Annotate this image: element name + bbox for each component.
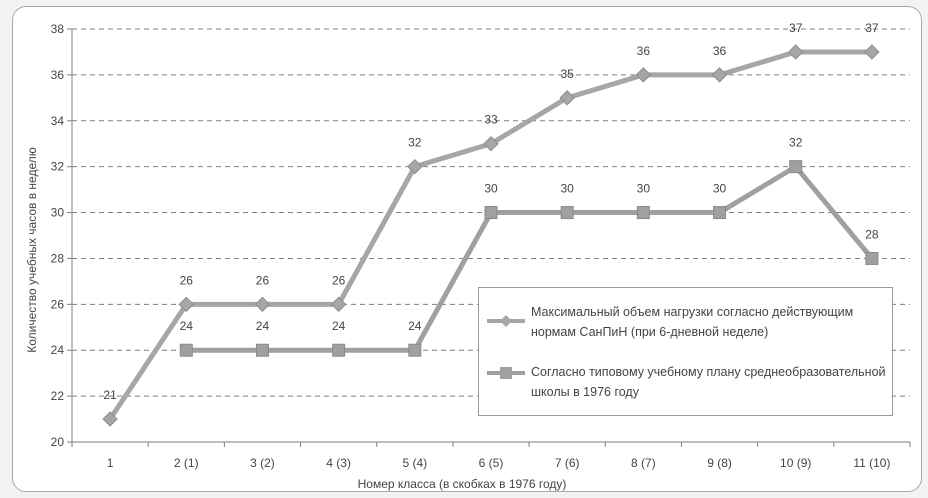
square-point xyxy=(789,160,803,174)
data-label: 30 xyxy=(713,182,727,196)
data-label: 30 xyxy=(637,182,651,196)
x-tick-label: 8 (7) xyxy=(631,456,656,470)
y-tick-label: 26 xyxy=(51,297,65,311)
diamond-point xyxy=(864,44,880,60)
data-label: 24 xyxy=(332,319,346,333)
diamond-point xyxy=(254,296,271,313)
diamond-point xyxy=(711,67,728,83)
data-label: 21 xyxy=(103,388,117,402)
diamond-point xyxy=(407,158,423,175)
x-tick-label: 3 (2) xyxy=(250,456,275,470)
diamond-point xyxy=(559,90,575,106)
x-axis-title: Номер класса (в скобках в 1976 году) xyxy=(358,477,567,491)
y-tick-label: 28 xyxy=(51,251,65,265)
diamond-point xyxy=(330,296,347,313)
data-label: 24 xyxy=(256,319,270,333)
legend-label-line: школы в 1976 году xyxy=(531,385,639,399)
legend: Максимальный объем нагрузки согласно дей… xyxy=(478,287,893,416)
diamond-marker-icon xyxy=(487,315,525,327)
data-label: 36 xyxy=(713,44,727,58)
x-tick-label: 1 xyxy=(107,456,114,470)
legend-label-1976: Согласно типовому учебному плану среднео… xyxy=(531,362,886,402)
x-tick-label: 5 (4) xyxy=(402,456,427,470)
y-tick-label: 20 xyxy=(51,435,65,449)
y-tick-label: 32 xyxy=(51,160,65,174)
data-label: 26 xyxy=(332,273,346,287)
data-label: 30 xyxy=(484,182,498,196)
data-label: 35 xyxy=(561,67,575,81)
series xyxy=(102,44,880,427)
x-tick-label: 7 (6) xyxy=(555,456,580,470)
x-tick-label: 4 (3) xyxy=(326,456,351,470)
data-label: 30 xyxy=(561,182,575,196)
square-point xyxy=(332,343,346,357)
data-label: 26 xyxy=(256,273,270,287)
square-point xyxy=(713,206,727,220)
data-label: 37 xyxy=(865,21,879,35)
y-tick-label: 34 xyxy=(51,114,65,128)
square-point xyxy=(255,343,269,357)
diamond-point xyxy=(788,44,804,60)
x-tick-label: 2 (1) xyxy=(174,456,199,470)
data-label: 32 xyxy=(408,136,422,150)
data-label: 37 xyxy=(789,21,803,35)
legend-item-1976: Согласно типовому учебному плану среднео… xyxy=(479,362,892,410)
x-tick-label: 11 (10) xyxy=(853,456,890,470)
square-marker-icon xyxy=(487,367,525,379)
square-point xyxy=(408,343,422,357)
diamond-point xyxy=(178,296,194,313)
legend-label-line: Максимальный объем нагрузки согласно дей… xyxy=(531,305,854,319)
series-line-2 xyxy=(183,164,875,353)
legend-label-sanpin: Максимальный объем нагрузки согласно дей… xyxy=(531,302,886,342)
axes: 20 22 24 26 28 30 32 34 36 38 1 2 (1) 3 (2) 4 (3) 5 (4… xyxy=(51,22,911,470)
diamond-point xyxy=(102,411,118,427)
y-tick-label: 36 xyxy=(51,68,65,82)
square-point xyxy=(484,206,498,220)
data-label: 24 xyxy=(408,319,422,333)
data-label: 28 xyxy=(865,227,879,241)
data-label: 32 xyxy=(789,136,803,150)
square-point xyxy=(179,343,193,357)
square-point xyxy=(636,206,650,220)
y-tick-label: 24 xyxy=(51,343,65,357)
data-label: 36 xyxy=(637,44,651,58)
square-point xyxy=(865,251,879,265)
legend-label-line: Согласно типовому учебному плану среднео… xyxy=(531,365,886,379)
x-tick-label: 6 (5) xyxy=(479,456,504,470)
data-label: 26 xyxy=(180,273,194,287)
diamond-point xyxy=(635,67,652,83)
x-tick-label: 10 (9) xyxy=(780,456,811,470)
data-labels: 21 26 26 26 32 33 35 36 36 37 37 24 24 24 24 30 30 30 30 32… xyxy=(103,21,878,402)
square-point xyxy=(560,206,574,220)
y-tick-label: 38 xyxy=(51,22,65,36)
y-axis-title: Количество учебных часов в неделю xyxy=(25,147,39,353)
y-tick-label: 22 xyxy=(51,389,65,403)
diamond-point xyxy=(483,136,499,152)
x-tick-label: 9 (8) xyxy=(707,456,732,470)
legend-label-line: нормам СанПиН (при 6-дневной неделе) xyxy=(531,325,769,339)
data-label: 24 xyxy=(180,319,194,333)
data-label: 33 xyxy=(484,113,498,127)
legend-item-sanpin: Максимальный объем нагрузки согласно дей… xyxy=(479,302,892,350)
y-tick-label: 30 xyxy=(51,206,65,220)
